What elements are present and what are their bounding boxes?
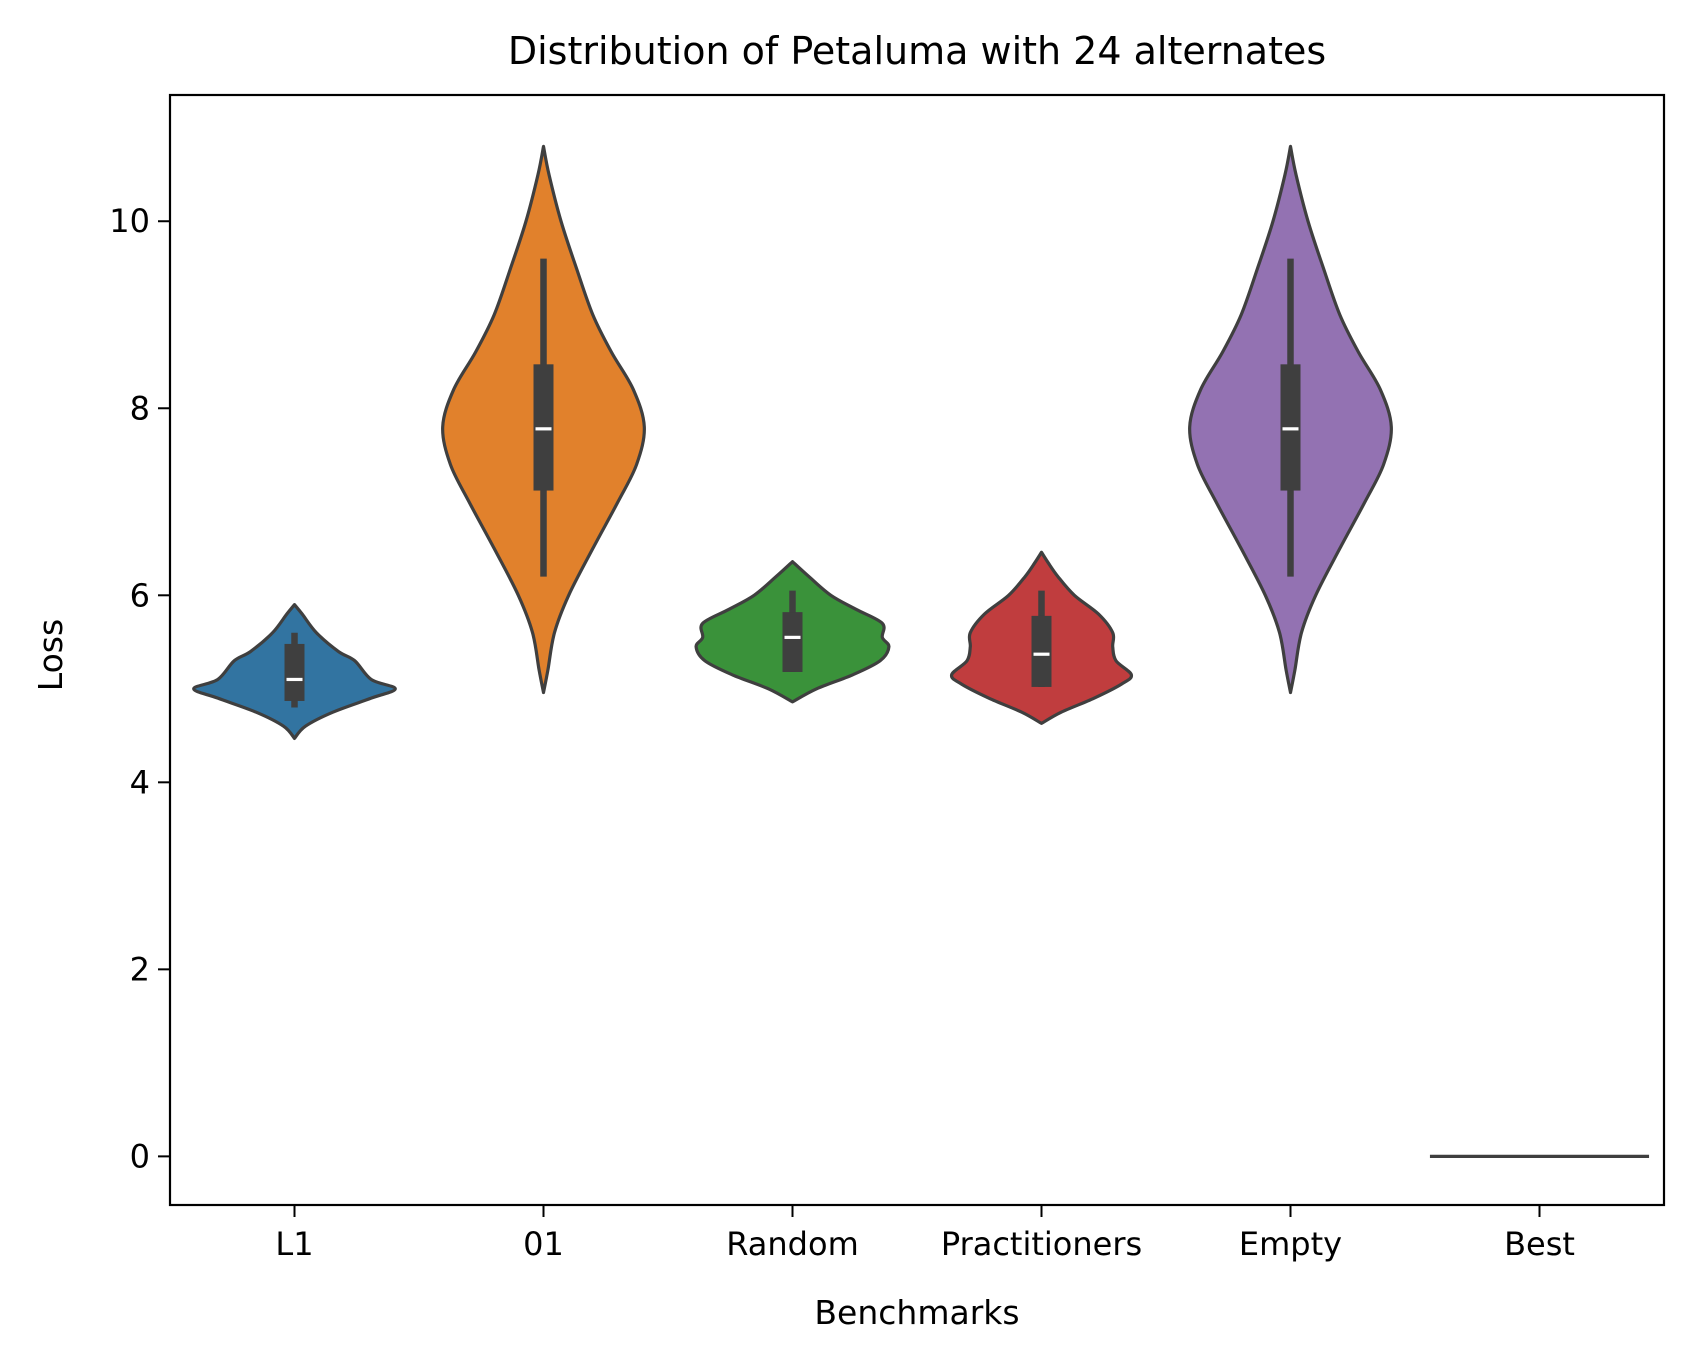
x-axis-label: Benchmarks xyxy=(814,1293,1019,1332)
x-tick-label: 01 xyxy=(523,1225,564,1263)
y-tick-label: 2 xyxy=(130,950,150,988)
violins-layer xyxy=(192,144,1650,1158)
x-tick-label: Random xyxy=(726,1225,858,1263)
y-tick-label: 4 xyxy=(130,763,150,801)
x-tick-label: L1 xyxy=(275,1225,313,1263)
iqr-box-l1 xyxy=(284,643,305,701)
x-tick-label: Practitioners xyxy=(941,1225,1142,1263)
y-tick-label: 10 xyxy=(109,202,150,240)
chart-title: Distribution of Petaluma with 24 alterna… xyxy=(508,29,1326,73)
x-tick-label: Best xyxy=(1504,1225,1575,1263)
boxes-layer xyxy=(284,258,1301,708)
iqr-box-random xyxy=(782,612,803,672)
x-axis: L1 01 Random Practitioners Empty Best xyxy=(275,1205,1575,1263)
plot-frame xyxy=(168,93,1666,1207)
y-tick-label: 0 xyxy=(130,1137,150,1175)
y-axis: 0 2 4 6 8 10 xyxy=(109,202,170,1175)
y-tick-label: 8 xyxy=(130,389,150,427)
y-tick-label: 6 xyxy=(130,576,150,614)
y-axis-label: Loss xyxy=(31,619,70,691)
iqr-box-practitioners xyxy=(1031,615,1052,687)
x-tick-label: Empty xyxy=(1239,1225,1342,1263)
